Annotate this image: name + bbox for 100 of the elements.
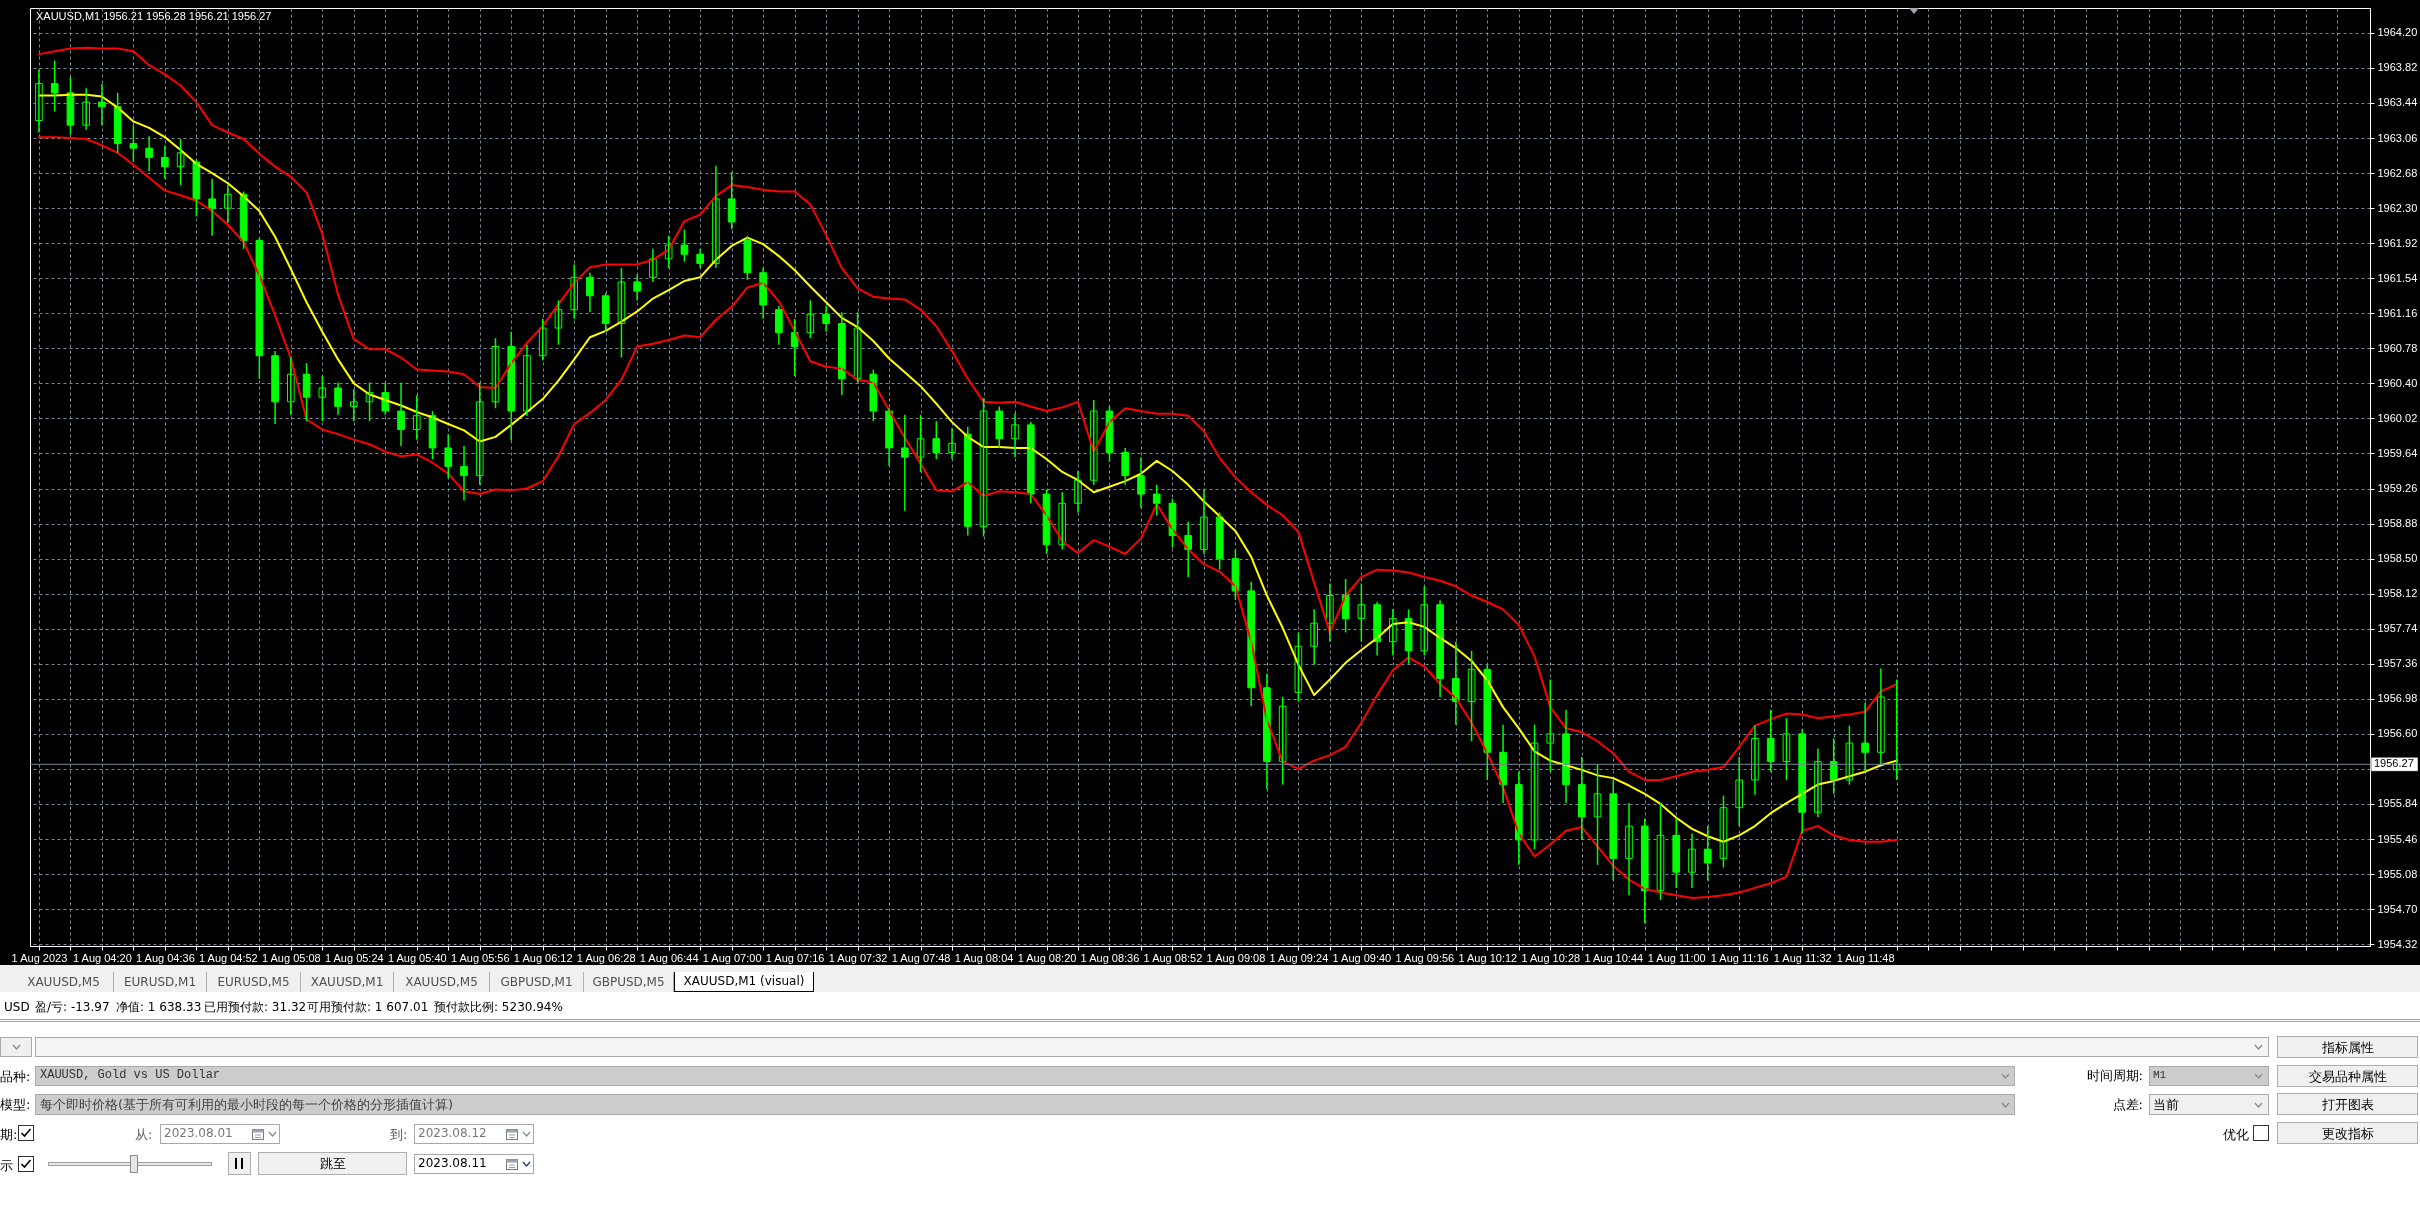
x-tick-label: 1 Aug 09:08 [1206, 951, 1266, 964]
text: 可用预付款: 1 607.01 [307, 1000, 429, 1015]
candlestick [727, 171, 736, 231]
candlestick [444, 433, 453, 480]
tab: GBPUSD,M1 [490, 972, 584, 992]
chart-title: XAUUSD,M1 1956.21 1956.28 1956.21 1956.27 [36, 10, 272, 22]
x-tick-label: 1 Aug 2023 [11, 951, 68, 964]
text: 已用预付款: 31.32 [204, 1000, 307, 1015]
text: 盈/亏: -13.97 [35, 1000, 110, 1015]
y-tick-label: 1959.64 [2377, 446, 2418, 459]
y-tick-label: 1955.84 [2377, 797, 2418, 810]
x-tick-label: 1 Aug 10:44 [1584, 951, 1644, 964]
candlestick [50, 59, 59, 113]
y-tick-label: 1961.92 [2377, 236, 2418, 249]
x-tick-label: 1 Aug 11:16 [1710, 951, 1769, 964]
x-tick-label: 1 Aug 05:56 [450, 951, 510, 964]
x-tick-label: 1 Aug 11:32 [1773, 951, 1832, 964]
y-tick-label: 1958.12 [2377, 587, 2418, 600]
tab: XAUUSD,M1 [301, 972, 394, 992]
x-tick-label: 1 Aug 09:24 [1269, 951, 1329, 964]
candlestick [743, 235, 752, 281]
x-tick-label: 1 Aug 06:12 [513, 951, 573, 964]
tab: XAUUSD,M5 [394, 972, 490, 992]
button: 跳至 [258, 1152, 407, 1175]
text: 净值: 1 638.33 [116, 1000, 202, 1015]
candlestick [554, 299, 563, 346]
y-tick-label: 1961.54 [2377, 271, 2418, 284]
x-tick-label: 1 Aug 07:32 [828, 951, 888, 964]
x-tick-label: 1 Aug 06:28 [576, 951, 636, 964]
candlestick [1703, 825, 1712, 882]
text: 模型: [0, 1097, 31, 1112]
y-tick-label: 1956.98 [2377, 692, 2418, 705]
tab: EURUSD,M5 [207, 972, 301, 992]
x-tick-label: 1 Aug 05:08 [261, 951, 321, 964]
candlestick [1152, 484, 1161, 517]
text: 时间周期: [2086, 1068, 2143, 1083]
candlestick [1782, 717, 1791, 781]
candlestick [806, 299, 815, 339]
x-tick-label: 1 Aug 05:40 [387, 951, 447, 964]
text: 品种: [0, 1069, 31, 1084]
candlestick [601, 292, 610, 333]
y-tick-label: 1958.50 [2377, 552, 2418, 565]
y-tick-label: 1954.32 [2377, 937, 2418, 950]
x-tick-label: 1 Aug 04:52 [198, 951, 258, 964]
text: 点差: [2112, 1097, 2143, 1112]
button: 指标属性 [2277, 1036, 2418, 1058]
text: 每个即时价格(基于所有可利用的最小时段的每一个价格的分形插值计算) [40, 1097, 454, 1112]
candlestick [318, 375, 327, 422]
candlestick [1546, 678, 1555, 773]
y-tick-label: 1963.06 [2377, 131, 2418, 144]
x-tick-label: 1 Aug 04:36 [136, 951, 195, 964]
button: 打开图表 [2277, 1093, 2418, 1115]
x-tick-label: 1 Aug 08:36 [1080, 951, 1140, 964]
candlestick [916, 413, 925, 473]
tab: XAUUSD,M1 (visual) [674, 972, 814, 992]
x-tick-label: 1 Aug 10:12 [1458, 951, 1518, 964]
candlestick [995, 405, 1004, 449]
x-tick-label: 1 Aug 11:00 [1647, 951, 1706, 964]
x-tick-label: 1 Aug 07:16 [765, 951, 825, 964]
text: 从: [135, 1127, 153, 1142]
y-tick-label: 1962.30 [2377, 201, 2418, 214]
button: 交易品种属性 [2277, 1065, 2418, 1087]
y-tick-label: 1962.68 [2377, 166, 2418, 179]
text: USD [4, 1000, 30, 1015]
text: 优化 [2223, 1127, 2249, 1142]
candlestick [129, 124, 138, 163]
x-tick-label: 1 Aug 08:20 [1017, 951, 1077, 964]
y-tick-label: 1957.74 [2377, 622, 2418, 635]
y-tick-label: 1959.26 [2377, 482, 2418, 495]
y-tick-label: 1956.60 [2377, 727, 2418, 740]
y-tick-label: 1963.44 [2377, 96, 2418, 109]
tab: EURUSD,M1 [114, 972, 207, 992]
candlestick [1357, 582, 1366, 643]
x-tick-label: 1 Aug 08:04 [954, 951, 1014, 964]
text: 2023.08.12 [418, 1126, 487, 1141]
x-tick-label: 1 Aug 06:44 [639, 951, 699, 964]
tab: XAUUSD,M5 [14, 972, 114, 992]
y-tick-label: 1960.78 [2377, 341, 2418, 354]
x-tick-label: 1 Aug 11:48 [1836, 951, 1895, 964]
candlestick [302, 362, 311, 422]
button: 更改指标 [2277, 1122, 2418, 1144]
text: M1 [2153, 1068, 2167, 1083]
candlestick [932, 420, 941, 460]
x-tick-label: 1 Aug 10:28 [1521, 951, 1581, 964]
text: 期: [0, 1127, 18, 1142]
candlestick [1766, 709, 1775, 773]
y-tick-label: 1960.40 [2377, 376, 2418, 389]
text: XAUUSD, Gold vs US Dollar [40, 1068, 221, 1083]
y-tick-label: 1957.36 [2377, 657, 2418, 670]
candlestick [1215, 511, 1224, 571]
text: 示 [0, 1158, 13, 1173]
x-tick-label: 1 Aug 05:24 [324, 951, 384, 964]
y-tick-label: 1964.20 [2377, 26, 2418, 39]
candlestick [1467, 650, 1476, 742]
y-tick-label: 1955.08 [2377, 867, 2418, 880]
x-tick-label: 1 Aug 09:40 [1332, 951, 1392, 964]
x-tick-label: 1 Aug 04:20 [73, 951, 132, 964]
text: 当前 [2153, 1097, 2179, 1112]
y-tick-label: 1963.82 [2377, 61, 2418, 74]
x-tick-label: 1 Aug 07:00 [702, 951, 762, 964]
